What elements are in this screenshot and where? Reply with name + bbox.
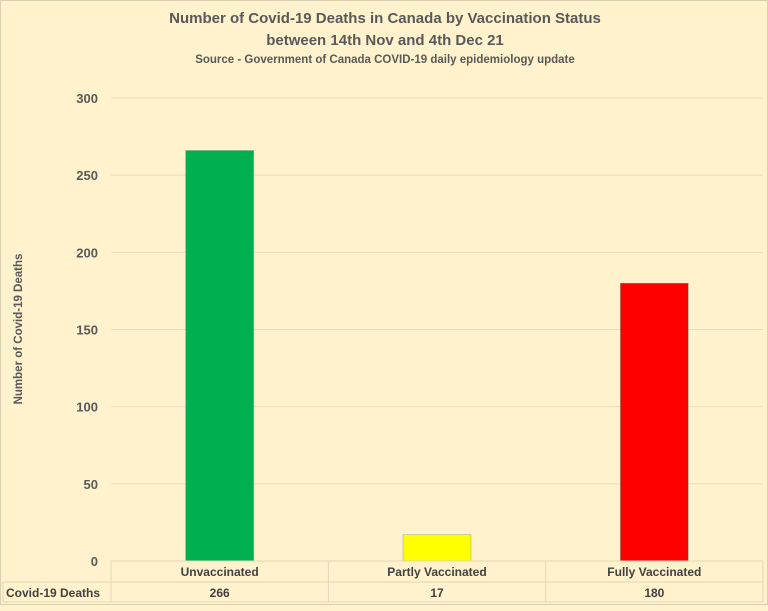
chart-subtitle: between 14th Nov and 4th Dec 21: [266, 32, 504, 49]
x-tick-label: Unvaccinated: [181, 565, 259, 579]
data-label: 266: [210, 586, 230, 600]
bar-fully-vaccinated: [620, 282, 689, 562]
x-tick-label: Fully Vaccinated: [607, 565, 701, 579]
y-axis-label: Number of Covid-19 Deaths: [13, 254, 25, 405]
bar-unvaccinated: [185, 150, 254, 562]
data-label: 17: [430, 586, 444, 600]
data-label: 180: [644, 586, 664, 600]
y-tick-label: 50: [84, 477, 98, 492]
y-tick-label: 200: [76, 245, 98, 260]
y-tick-label: 300: [76, 91, 98, 106]
y-tick-label: 0: [91, 554, 98, 569]
bar-partly-vaccinated: [402, 534, 472, 562]
y-tick-label: 100: [76, 400, 98, 415]
chart-source: Source - Government of Canada COVID-19 d…: [195, 54, 575, 66]
y-tick-label: 250: [76, 168, 98, 183]
table-series-label: Covid-19 Deaths: [6, 586, 100, 600]
chart-title: Number of Covid-19 Deaths in Canada by V…: [169, 10, 601, 27]
y-tick-label: 150: [76, 323, 98, 338]
x-tick-label: Partly Vaccinated: [387, 565, 486, 579]
